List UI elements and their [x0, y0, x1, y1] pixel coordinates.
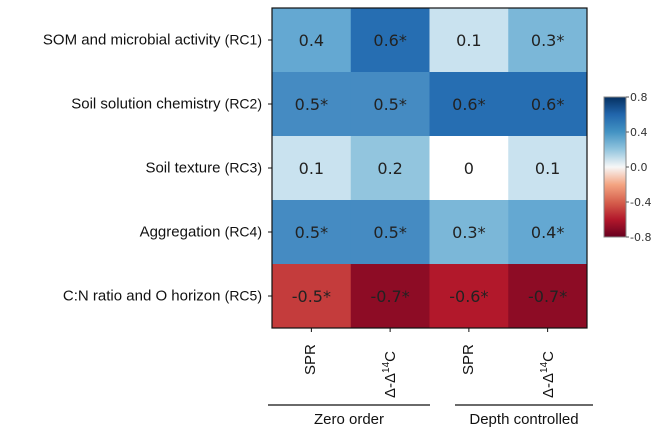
heatmap-cell — [508, 8, 588, 73]
cell-value-label: 0.4* — [531, 223, 564, 242]
heatmap-cell — [350, 264, 430, 329]
heatmap-cell — [272, 264, 352, 329]
cell-value-label: 0.5* — [295, 223, 328, 242]
column-group-label: Zero order — [313, 411, 385, 428]
heatmap-cell — [508, 72, 588, 137]
cell-value-label: -0.7* — [528, 287, 567, 306]
column-group-label: Depth controlled — [469, 411, 579, 428]
row-label-text: SOM and microbial activity — [42, 31, 225, 49]
row-label: SOM and microbial activity (RC1) — [43, 32, 262, 49]
row-label-text: Aggregation — [139, 223, 225, 241]
cell-value-label: 0.5* — [295, 95, 328, 114]
column-label: SPR — [459, 344, 477, 375]
axis-ticks — [268, 39, 549, 332]
heatmap-cell — [272, 72, 352, 137]
cell-value-label: 0.4 — [299, 31, 324, 50]
cell-value-label: 0.1 — [456, 31, 481, 50]
heatmap-cell — [429, 136, 509, 201]
heatmap-cell — [508, 136, 588, 201]
cell-value-label: 0.1 — [535, 159, 560, 178]
heatmap-cell — [429, 200, 509, 265]
colorbar-tick-label: 0.4 — [630, 126, 648, 139]
row-label-code: (RC5) — [224, 287, 262, 304]
row-label: Aggregation (RC4) — [140, 224, 262, 241]
colorbar-ticks: 0.8 0.4 0.0 -0.4 -0.8 — [626, 91, 651, 244]
heatmap-cell — [272, 8, 352, 73]
colorbar — [603, 96, 627, 238]
column-label: Δ-Δ14C — [538, 350, 557, 398]
superscript: 14 — [538, 361, 550, 373]
row-label-code: (RC2) — [224, 95, 262, 112]
cell-value-label: 0.1 — [299, 159, 324, 178]
heatmap-cell — [508, 264, 588, 329]
row-label-text: Soil solution chemistry — [71, 95, 225, 113]
superscript: 14 — [381, 361, 393, 373]
row-label: C:N ratio and O horizon (RC5) — [63, 288, 262, 305]
cell-value-label: 0.6* — [373, 31, 406, 50]
cell-value-label: -0.5* — [292, 287, 331, 306]
cell-value-label: 0 — [464, 159, 474, 178]
heatmap-cells: 0.4 0.6* 0.1 0.3* 0.5* 0.5* 0.6* 0.6* 0.1 0.2 0 0.1… — [272, 8, 588, 329]
heatmap-cell — [350, 200, 430, 265]
heatmap-cell — [508, 200, 588, 265]
row-label: Soil texture (RC3) — [145, 160, 262, 177]
column-label: Δ-Δ14C — [381, 350, 400, 398]
heatmap-cell — [429, 72, 509, 137]
heatmap-cell — [429, 264, 509, 329]
colorbar-tick-label: 0.8 — [630, 91, 648, 104]
cell-value-label: 0.6* — [452, 95, 485, 114]
cell-value-label: -0.6* — [449, 287, 488, 306]
heatmap-cell — [350, 136, 430, 201]
cell-value-label: 0.2 — [377, 159, 402, 178]
row-label: Soil solution chemistry (RC2) — [71, 96, 262, 113]
heatmap-cell — [272, 136, 352, 201]
colorbar-tick-label: 0.0 — [630, 161, 648, 174]
heatmap-cell — [272, 200, 352, 265]
row-label-text: C:N ratio and O horizon — [62, 287, 225, 305]
cell-value-label: 0.3* — [531, 31, 564, 50]
cell-value-label: 0.5* — [373, 223, 406, 242]
row-label-code: (RC3) — [224, 159, 262, 176]
heatmap-cell — [429, 8, 509, 73]
cell-value-label: 0.5* — [373, 95, 406, 114]
heatmap-cell — [350, 8, 430, 73]
heatmap-cell — [350, 72, 430, 137]
colorbar-tick-label: -0.8 — [630, 231, 651, 244]
cell-value-label: 0.6* — [531, 95, 564, 114]
cell-value-label: 0.3* — [452, 223, 485, 242]
row-label-text: Soil texture — [145, 159, 225, 177]
cell-value-label: -0.7* — [371, 287, 410, 306]
column-label: SPR — [302, 344, 320, 375]
row-label-code: (RC1) — [224, 31, 262, 48]
colorbar-tick-label: -0.4 — [630, 196, 651, 209]
row-label-code: (RC4) — [224, 223, 262, 240]
